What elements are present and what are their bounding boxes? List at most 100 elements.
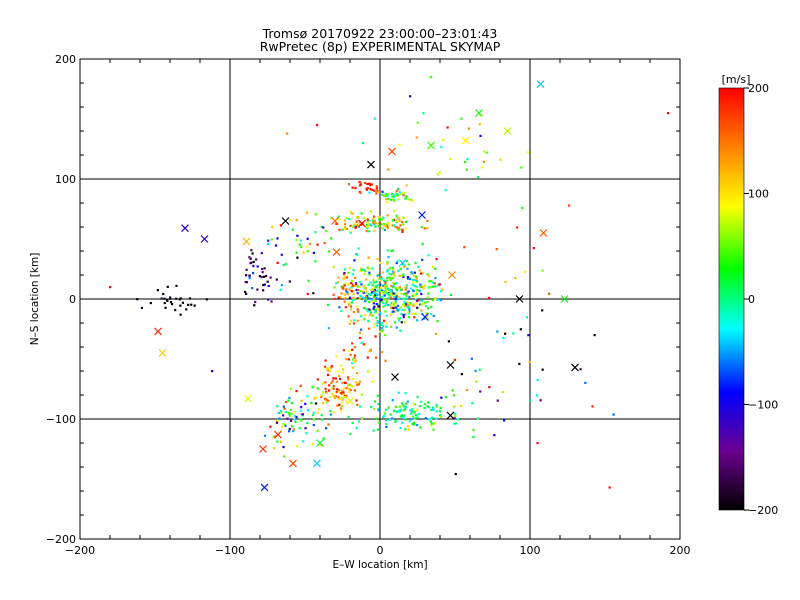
data-point xyxy=(326,303,330,306)
data-point xyxy=(341,398,344,401)
data-point xyxy=(262,289,265,292)
data-point xyxy=(368,219,371,222)
data-point xyxy=(379,283,382,286)
data-point xyxy=(389,296,392,299)
data-point xyxy=(273,447,276,450)
data-point xyxy=(351,283,354,286)
data-point xyxy=(354,381,357,384)
data-point xyxy=(379,261,382,264)
data-point xyxy=(377,407,380,410)
data-point xyxy=(282,422,285,426)
data-point xyxy=(412,274,416,277)
data-point xyxy=(378,215,381,218)
data-point xyxy=(477,417,480,420)
cross-marker xyxy=(260,483,269,492)
data-point xyxy=(373,223,376,226)
data-point xyxy=(393,271,396,274)
data-point xyxy=(368,182,371,185)
data-point xyxy=(415,277,418,280)
data-point xyxy=(325,391,328,394)
x-tick-label: −100 xyxy=(215,544,245,557)
data-point xyxy=(386,226,389,229)
data-point xyxy=(363,343,367,346)
data-point xyxy=(419,426,422,429)
colorbar-ticks: 200 100 0 −100 −200 xyxy=(744,82,778,517)
data-point xyxy=(405,286,408,289)
data-point xyxy=(338,228,341,232)
data-point xyxy=(388,418,391,421)
data-point xyxy=(394,306,397,309)
data-point xyxy=(375,280,378,283)
data-point xyxy=(430,305,433,309)
data-point xyxy=(389,312,392,315)
data-point xyxy=(395,219,399,222)
data-point xyxy=(164,306,167,309)
data-point xyxy=(387,168,390,171)
y-tick-label: −100 xyxy=(46,413,76,426)
data-point xyxy=(336,281,339,284)
data-point xyxy=(407,198,410,201)
data-point xyxy=(349,224,352,227)
data-point xyxy=(356,308,359,311)
data-point xyxy=(427,292,430,295)
data-point xyxy=(370,405,373,408)
data-point xyxy=(453,412,457,415)
data-point xyxy=(369,311,373,314)
data-point xyxy=(401,228,405,232)
data-point xyxy=(409,277,412,281)
data-point xyxy=(460,373,464,376)
data-point xyxy=(255,258,258,261)
data-point xyxy=(434,285,437,288)
data-point xyxy=(282,405,285,408)
data-point xyxy=(407,425,410,428)
data-point xyxy=(193,304,196,307)
data-point xyxy=(478,368,481,371)
data-point xyxy=(352,322,356,325)
data-point xyxy=(342,391,345,394)
data-point xyxy=(337,396,340,399)
data-point xyxy=(441,288,444,291)
data-point xyxy=(423,406,426,410)
data-point xyxy=(478,123,481,126)
data-point xyxy=(424,417,427,420)
cross-marker xyxy=(274,430,282,439)
data-point xyxy=(370,291,373,294)
data-point xyxy=(377,308,380,311)
data-point xyxy=(423,284,427,287)
data-point xyxy=(393,296,396,299)
data-point xyxy=(536,379,539,382)
data-point xyxy=(380,277,383,280)
data-point xyxy=(439,299,443,302)
data-point xyxy=(380,290,383,294)
data-point xyxy=(342,277,345,280)
data-point xyxy=(282,445,285,449)
data-point xyxy=(263,283,267,286)
y-tick-label: −200 xyxy=(46,533,76,546)
data-point xyxy=(404,418,407,421)
cross-marker xyxy=(421,313,429,321)
data-point xyxy=(403,405,406,408)
cross-marker xyxy=(181,224,189,233)
data-point xyxy=(276,261,279,264)
data-point xyxy=(376,319,379,323)
data-point xyxy=(386,192,389,195)
data-point xyxy=(380,218,384,221)
data-point xyxy=(411,408,414,411)
data-point xyxy=(415,291,418,294)
data-point xyxy=(434,267,437,270)
data-point xyxy=(337,276,340,279)
data-point xyxy=(381,324,385,328)
data-point xyxy=(263,267,266,270)
data-point xyxy=(430,424,433,427)
data-point xyxy=(136,298,139,301)
data-point xyxy=(274,244,278,247)
data-point xyxy=(376,257,379,261)
cross-marker xyxy=(427,141,435,150)
data-point xyxy=(482,160,486,163)
data-point xyxy=(340,292,343,295)
data-point xyxy=(355,305,358,308)
data-point xyxy=(439,415,443,418)
data-point xyxy=(369,184,372,187)
data-point xyxy=(363,287,366,290)
data-point xyxy=(375,316,378,319)
